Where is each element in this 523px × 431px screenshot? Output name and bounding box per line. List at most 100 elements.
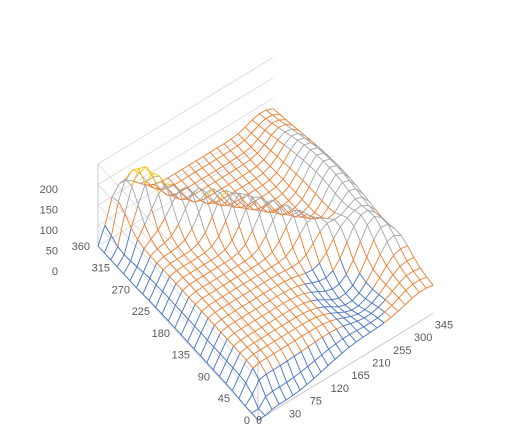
surface-mesh-segment [318, 292, 324, 300]
surface-mesh-segment [300, 223, 307, 235]
surface-mesh-segment [385, 300, 391, 306]
surface-mesh-segment [262, 192, 269, 197]
surface-mesh-segment [294, 356, 300, 372]
surface-mesh-segment [258, 264, 264, 271]
surface-mesh-segment [239, 375, 245, 383]
surface-mesh-segment [143, 278, 150, 294]
surface-mesh-segment [265, 271, 271, 278]
surface-mesh-segment [234, 329, 241, 333]
surface-mesh-segment [200, 340, 207, 356]
surface-mesh-segment [294, 372, 301, 377]
surface-mesh-segment [361, 215, 367, 225]
surface-mesh-segment [344, 318, 350, 324]
surface-mesh-segment [248, 336, 254, 343]
surface-mesh-segment [371, 323, 377, 328]
surface-mesh-segment [420, 268, 426, 277]
surface-mesh-segment [272, 262, 279, 267]
surface-mesh-segment [256, 309, 262, 316]
surface-mesh-segment [336, 339, 343, 344]
surface-mesh-segment [112, 184, 119, 197]
surface-mesh-segment [378, 307, 384, 312]
surface-mesh-segment [334, 227, 341, 239]
surface-mesh-segment [235, 187, 242, 191]
surface-mesh-segment [309, 172, 316, 187]
surface-mesh-segment [245, 261, 251, 268]
surface-mesh-segment [270, 285, 277, 289]
surface-mesh-segment [170, 259, 177, 263]
surface-mesh-segment [271, 128, 278, 136]
surface-mesh-segment [288, 341, 295, 345]
surface-mesh-segment [269, 308, 276, 312]
surface-mesh-segment [294, 352, 301, 357]
surface-mesh-segment [399, 283, 405, 291]
surface-mesh-segment [293, 215, 299, 235]
left-tick-label-1: 45 [218, 393, 230, 405]
surface-mesh-segment [310, 148, 317, 150]
surface-mesh-segment [353, 273, 360, 285]
surface-mesh-segment [226, 221, 232, 240]
surface-mesh-segment [289, 321, 295, 328]
surface-mesh-segment [156, 307, 162, 314]
surface-mesh-segment [316, 328, 322, 337]
surface-mesh-segment [351, 314, 358, 316]
surface-mesh-segment [302, 320, 309, 324]
surface-mesh-segment [254, 343, 260, 350]
surface-mesh-segment [244, 147, 251, 153]
surface-mesh-segment [362, 197, 368, 205]
surface-mesh-segment [346, 260, 353, 275]
surface-mesh-segment [278, 274, 284, 281]
surface-mesh-segment [151, 239, 157, 249]
surface-mesh-segment [280, 365, 286, 382]
surface-mesh-segment [303, 310, 310, 313]
surface-mesh-segment [277, 282, 284, 286]
surface-mesh-segment [384, 317, 391, 322]
surface-mesh-segment [367, 240, 374, 257]
surface-mesh-segment [210, 272, 216, 279]
surface-mesh-segment [257, 145, 264, 153]
surface-mesh-segment [202, 305, 209, 311]
surface-mesh-segment [117, 255, 124, 267]
surface-mesh-segment [136, 272, 143, 287]
left-tick-label-4: 180 [152, 328, 170, 340]
surface-mesh-segment [318, 300, 324, 307]
surface-mesh-segment [230, 158, 237, 162]
surface-mesh-segment [335, 213, 341, 215]
surface-mesh-segment [249, 190, 256, 194]
surface-mesh-segment [138, 205, 144, 225]
surface-mesh-segment [217, 279, 223, 286]
surface-mesh-segment [285, 267, 292, 271]
surface-mesh-segment [341, 218, 348, 227]
surface-mesh-segment [337, 318, 344, 319]
surface-mesh-segment [124, 255, 130, 261]
surface-mesh-segment [111, 202, 118, 236]
surface-mesh-segment [175, 169, 182, 173]
surface-mesh-segment [198, 258, 204, 265]
surface-mesh-segment [348, 199, 355, 207]
surface-mesh-segment [261, 334, 268, 338]
surface-mesh-segment [260, 346, 267, 350]
surface-mesh-segment [289, 174, 296, 186]
surface-mesh-segment [313, 263, 320, 270]
surface-mesh-segment [367, 225, 373, 240]
surface-mesh-segment [232, 240, 238, 252]
surface-mesh-segment [249, 309, 256, 313]
surface-mesh-segment [295, 336, 302, 340]
surface-mesh-segment [249, 302, 255, 309]
surface-mesh-segment [104, 253, 110, 260]
surface-mesh-segment [252, 248, 259, 256]
surface-mesh-segment [277, 292, 284, 296]
surface-mesh-segment [125, 214, 131, 228]
surface-mesh-segment [175, 328, 181, 335]
surface-mesh-segment [242, 187, 248, 194]
surface-mesh-segment [230, 292, 236, 299]
surface-mesh-segment [320, 263, 326, 278]
surface-mesh-segment [281, 337, 287, 345]
surface-mesh-segment [400, 266, 406, 275]
surface-mesh-segment [298, 138, 305, 140]
surface-mesh-segment [265, 267, 272, 271]
surface-mesh-segment [190, 273, 196, 280]
surface-mesh-segment [325, 291, 331, 300]
surface-mesh-segment [367, 216, 374, 225]
surface-mesh-segment [345, 305, 351, 310]
surface-mesh-segment [217, 274, 224, 278]
